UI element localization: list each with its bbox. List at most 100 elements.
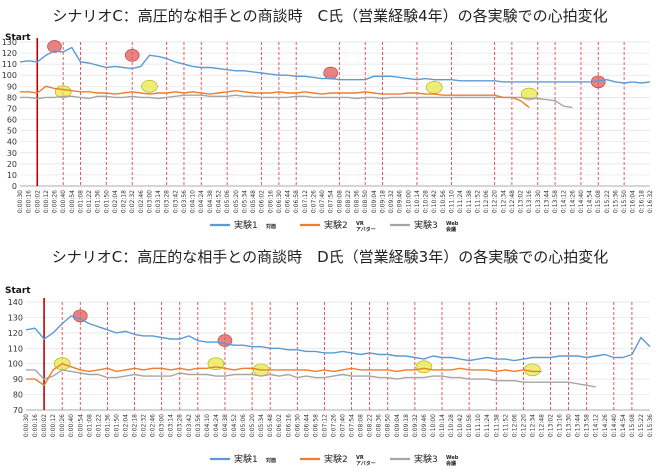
- legend-sublabel: 対面: [265, 457, 276, 464]
- y-tick-label: 0: [12, 182, 17, 191]
- x-tick-label: 0:15:22: [638, 414, 645, 437]
- y-tick-label: 90: [7, 82, 17, 91]
- x-tick-label: 0:13:44: [543, 190, 550, 213]
- legend-label: 実験3: [414, 219, 438, 231]
- x-tick-label: 0:10:00: [405, 190, 412, 213]
- x-tick-label: 0:03:56: [195, 414, 202, 437]
- x-tick-label: 0:09:46: [421, 414, 428, 437]
- x-tick-label: 0:10:56: [440, 190, 447, 213]
- x-tick-label: 0:08:22: [345, 190, 352, 213]
- y-tick-label: 120: [2, 49, 17, 58]
- x-tick-label: 0:11:10: [449, 190, 456, 213]
- x-tick-label: 0:00:12: [50, 414, 57, 437]
- x-tick-label: 0:00:12: [43, 190, 50, 213]
- x-tick-label: 0:00:16: [32, 414, 39, 437]
- peak-highlight-yellow: [425, 81, 443, 94]
- peak-highlight-red: [323, 66, 338, 80]
- y-tick-label: 80: [7, 93, 17, 102]
- x-tick-label: 0:00:26: [59, 414, 66, 437]
- x-tick-label: 0:02:04: [112, 190, 119, 213]
- legend-sublabel: Web: [446, 455, 459, 461]
- y-tick-label: 80: [13, 391, 23, 400]
- y-tick-label: 20: [7, 160, 17, 169]
- x-tick-label: 0:08:08: [358, 414, 365, 437]
- x-tick-label: 0:03:42: [172, 190, 179, 213]
- legend-sublabel: VR: [356, 221, 364, 227]
- start-label: Start: [5, 286, 31, 296]
- x-tick-label: 0:10:28: [448, 414, 455, 437]
- peak-highlight-yellow: [415, 360, 433, 374]
- x-tick-label: 0:04:52: [231, 414, 238, 437]
- x-tick-label: 0:12:48: [538, 414, 545, 437]
- x-tick-label: 0:09:18: [403, 414, 410, 437]
- x-tick-label: 0:12:34: [500, 190, 507, 213]
- x-tick-label: 0:01:36: [104, 414, 111, 437]
- x-tick-label: 0:02:46: [150, 414, 157, 437]
- x-tick-label: 0:03:14: [168, 414, 175, 437]
- x-tick-label: 0:16:32: [647, 190, 654, 213]
- legend-sublabel: アバター: [356, 226, 376, 233]
- x-tick-label: 0:00:54: [77, 414, 84, 437]
- chart-c-heart-rate: シナリオC：高圧的な相手との商談時 C氏（営業経験4年）の各実験での心拍変化 S…: [2, 7, 654, 233]
- chart-title: シナリオC：高圧的な相手との商談時 D氏（営業経験3年）の各実験での心拍変化: [52, 248, 608, 266]
- legend-sublabel: 会議: [445, 226, 456, 233]
- series-line-1: [25, 315, 651, 362]
- x-tick-label: 0:11:38: [493, 414, 500, 437]
- x-tick-label: 0:02:18: [121, 190, 128, 213]
- x-tick-label: 0:10:14: [439, 414, 446, 437]
- legend-label: 実験3: [414, 453, 438, 465]
- legend-label: 実験2: [324, 219, 348, 231]
- legend-label: 実験1: [234, 453, 258, 465]
- legend-sublabel: 会議: [445, 460, 456, 467]
- peak-highlight-yellow: [207, 357, 225, 371]
- x-tick-label: 0:09:46: [397, 190, 404, 213]
- y-tick-label: 90: [13, 375, 23, 384]
- x-tick-label: 0:08:08: [336, 190, 343, 213]
- x-tick-label: 0:09:04: [394, 414, 401, 437]
- y-tick-label: 40: [7, 138, 17, 147]
- x-tick-label: 0:14:54: [620, 414, 627, 437]
- x-tick-label: 0:06:58: [312, 414, 319, 437]
- x-tick-label: 0:00:02: [41, 414, 48, 437]
- x-tick-label: 0:07:54: [328, 190, 335, 213]
- y-tick-label: 120: [8, 329, 23, 338]
- x-tick-label: 0:01:22: [86, 190, 93, 213]
- x-tick-label: 0:10:42: [457, 414, 464, 437]
- y-tick-label: 100: [2, 71, 17, 80]
- peak-highlight-red: [72, 309, 88, 323]
- series-line-2: [26, 363, 542, 386]
- x-tick-label: 0:16:04: [630, 190, 637, 213]
- x-tick-label: 0:15:08: [595, 190, 602, 213]
- x-tick-label: 0:13:16: [557, 414, 564, 437]
- x-tick-label: 0:14:26: [569, 190, 576, 213]
- x-tick-label: 0:03:42: [186, 414, 193, 437]
- x-tick-label: 0:15:50: [621, 190, 628, 213]
- x-tick-label: 0:12:06: [483, 190, 490, 213]
- x-tick-label: 0:02:32: [129, 190, 136, 213]
- x-tick-label: 0:01:50: [113, 414, 120, 437]
- y-tick-label: 70: [13, 406, 23, 415]
- x-tick-label: 0:04:38: [222, 414, 229, 437]
- start-label: Start: [5, 33, 31, 43]
- x-tick-label: 0:04:38: [207, 190, 214, 213]
- y-tick-label: 60: [7, 116, 17, 125]
- x-tick-label: 0:01:08: [86, 414, 93, 437]
- x-tick-label: 0:10:56: [466, 414, 473, 437]
- chart-title: シナリオC：高圧的な相手との商談時 C氏（営業経験4年）の各実験での心拍変化: [52, 7, 607, 25]
- x-tick-label: 0:05:34: [241, 190, 248, 213]
- y-tick-label: 70: [7, 104, 17, 113]
- x-tick-label: 0:08:50: [385, 414, 392, 437]
- x-tick-label: 0:00:40: [60, 190, 67, 213]
- x-tick-label: 0:14:40: [611, 414, 618, 437]
- x-tick-label: 0:00:30: [23, 414, 30, 437]
- x-tick-label: 0:06:30: [294, 414, 301, 437]
- x-tick-label: 0:14:40: [578, 190, 585, 213]
- x-tick-label: 0:05:06: [224, 190, 231, 213]
- x-tick-label: 0:10:42: [431, 190, 438, 213]
- x-tick-label: 0:05:34: [258, 414, 265, 437]
- x-tick-label: 0:01:50: [103, 190, 110, 213]
- x-tick-label: 0:05:48: [267, 414, 274, 437]
- x-tick-label: 0:05:48: [250, 190, 257, 213]
- series-line-3: [20, 94, 573, 109]
